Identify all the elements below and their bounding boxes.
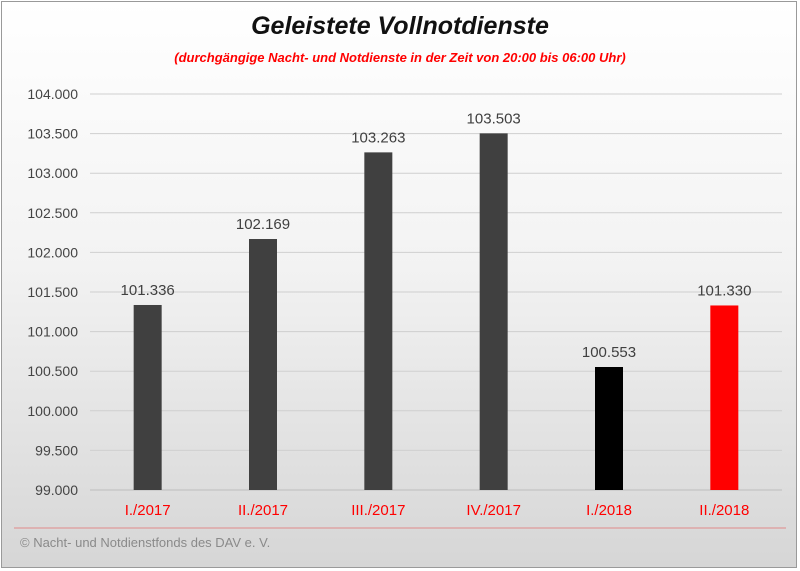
data-label: 103.263 <box>351 129 405 146</box>
x-tick-label: I./2017 <box>125 502 171 519</box>
data-label: 100.553 <box>582 344 636 361</box>
y-tick-label: 99.000 <box>35 482 78 498</box>
chart-title: Geleistete Vollnotdienste <box>251 12 549 40</box>
data-label: 101.330 <box>697 282 751 299</box>
y-tick-label: 101.500 <box>27 284 78 300</box>
bar <box>133 304 162 490</box>
y-tick-label: 99.500 <box>35 442 78 458</box>
y-tick-label: 104.000 <box>27 86 78 102</box>
chart-subtitle: (durchgängige Nacht- und Notdienste in d… <box>174 50 626 65</box>
y-tick-label: 102.500 <box>27 205 78 221</box>
y-tick-label: 101.000 <box>27 324 78 340</box>
y-tick-label: 103.500 <box>27 126 78 142</box>
x-tick-label: II./2018 <box>699 502 749 519</box>
x-tick-label: III./2017 <box>351 502 405 519</box>
bar <box>479 133 508 490</box>
bar <box>364 152 393 490</box>
bar <box>249 239 277 490</box>
y-tick-label: 103.000 <box>27 165 78 181</box>
bar <box>710 305 739 490</box>
x-tick-label: II./2017 <box>238 502 288 519</box>
data-label: 102.169 <box>236 216 290 233</box>
x-tick-label: IV./2017 <box>466 502 521 519</box>
data-label: 101.336 <box>121 282 175 299</box>
copyright-footer: © Nacht- und Notdienstfonds des DAV e. V… <box>20 535 271 550</box>
x-tick-label: I./2018 <box>586 502 632 519</box>
data-label: 103.503 <box>467 110 521 127</box>
y-tick-label: 100.000 <box>27 403 78 419</box>
bar <box>595 367 623 490</box>
y-tick-label: 102.000 <box>27 244 78 260</box>
y-tick-label: 100.500 <box>27 363 78 379</box>
